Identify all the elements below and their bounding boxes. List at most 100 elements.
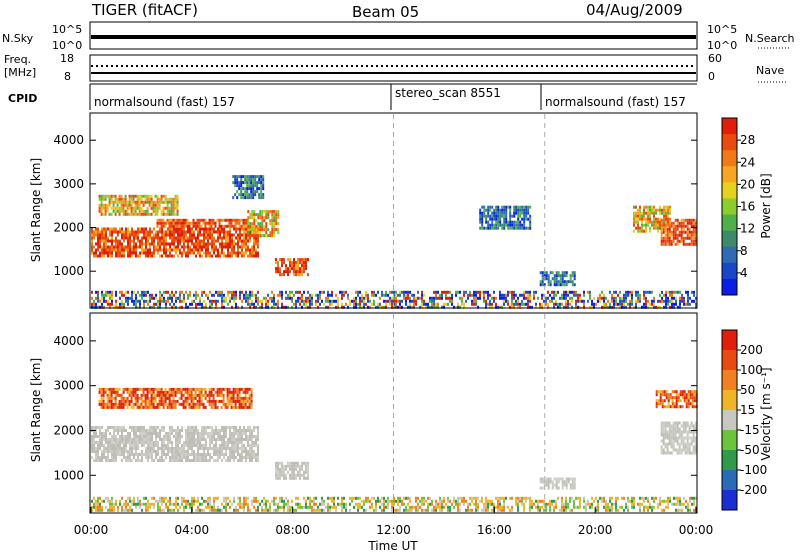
data-cell bbox=[97, 444, 99, 447]
data-cell bbox=[235, 447, 237, 450]
data-cell bbox=[163, 450, 165, 453]
data-cell bbox=[209, 228, 211, 231]
data-cell bbox=[157, 300, 159, 303]
data-cell bbox=[105, 450, 107, 453]
data-cell bbox=[258, 181, 260, 184]
data-cell bbox=[237, 432, 239, 435]
data-cell bbox=[681, 219, 683, 222]
data-cell bbox=[137, 426, 139, 429]
data-cell bbox=[647, 206, 649, 209]
data-cell bbox=[155, 441, 157, 444]
data-cell bbox=[327, 509, 329, 512]
data-cell bbox=[131, 195, 133, 198]
data-cell bbox=[635, 291, 637, 294]
data-cell bbox=[107, 450, 109, 453]
data-cell bbox=[675, 422, 677, 425]
data-cell bbox=[665, 215, 667, 218]
data-cell bbox=[221, 219, 223, 222]
data-cell bbox=[691, 422, 693, 425]
data-cell bbox=[157, 225, 159, 228]
data-cell bbox=[97, 255, 99, 258]
data-cell bbox=[195, 294, 197, 297]
data-cell bbox=[181, 444, 183, 447]
data-cell bbox=[233, 441, 235, 444]
data-cell bbox=[173, 400, 175, 403]
data-cell bbox=[301, 468, 303, 471]
data-cell bbox=[537, 297, 539, 300]
data-cell bbox=[123, 303, 125, 306]
data-cell bbox=[399, 509, 401, 512]
data-cell bbox=[151, 255, 153, 258]
data-cell bbox=[173, 240, 175, 243]
data-cell bbox=[139, 429, 141, 432]
data-cell bbox=[135, 444, 137, 447]
data-cell bbox=[185, 438, 187, 441]
data-cell bbox=[253, 249, 255, 252]
data-cell bbox=[265, 231, 267, 234]
data-cell bbox=[261, 216, 263, 219]
data-cell bbox=[271, 222, 273, 225]
data-cell bbox=[527, 291, 529, 294]
data-cell bbox=[105, 456, 107, 459]
data-cell bbox=[167, 210, 169, 213]
data-cell bbox=[171, 207, 173, 210]
data-cell bbox=[187, 252, 189, 255]
data-cell bbox=[117, 240, 119, 243]
data-cell bbox=[542, 487, 544, 490]
data-cell bbox=[225, 497, 227, 500]
data-cell bbox=[135, 231, 137, 234]
data-cell bbox=[203, 406, 205, 409]
data-cell bbox=[143, 210, 145, 213]
data-cell bbox=[645, 221, 647, 224]
data-cell bbox=[572, 487, 574, 490]
data-cell bbox=[161, 195, 163, 198]
data-cell bbox=[369, 300, 371, 303]
data-cell bbox=[513, 215, 515, 218]
data-cell bbox=[240, 184, 242, 187]
data-cell bbox=[319, 509, 321, 512]
data-cell bbox=[317, 294, 319, 297]
data-cell bbox=[239, 438, 241, 441]
data-cell bbox=[147, 500, 149, 503]
data-cell bbox=[223, 429, 225, 432]
data-cell bbox=[91, 234, 93, 237]
data-cell bbox=[269, 210, 271, 213]
data-cell bbox=[361, 506, 363, 509]
data-cell bbox=[675, 219, 677, 222]
nsky-trace bbox=[91, 35, 696, 39]
data-cell bbox=[161, 500, 163, 503]
data-cell bbox=[155, 210, 157, 213]
data-cell bbox=[215, 249, 217, 252]
data-cell bbox=[147, 231, 149, 234]
data-cell bbox=[91, 426, 93, 429]
data-cell bbox=[405, 294, 407, 297]
data-cell bbox=[183, 234, 185, 237]
data-cell bbox=[217, 394, 219, 397]
data-cell bbox=[181, 234, 183, 237]
data-cell bbox=[151, 252, 153, 255]
data-cell bbox=[245, 388, 247, 391]
data-cell bbox=[205, 252, 207, 255]
data-cell bbox=[260, 184, 262, 187]
data-cell bbox=[299, 503, 301, 506]
data-cell bbox=[687, 231, 689, 234]
data-cell bbox=[149, 213, 151, 216]
data-cell bbox=[195, 225, 197, 228]
data-cell bbox=[145, 213, 147, 216]
data-cell bbox=[667, 425, 669, 428]
data-cell bbox=[155, 456, 157, 459]
data-cell bbox=[425, 303, 427, 306]
data-cell bbox=[157, 222, 159, 225]
data-cell bbox=[203, 388, 205, 391]
data-cell bbox=[121, 207, 123, 210]
data-cell bbox=[183, 500, 185, 503]
data-cell bbox=[491, 297, 493, 300]
data-cell bbox=[244, 196, 246, 199]
data-cell bbox=[153, 246, 155, 249]
data-cell bbox=[197, 509, 199, 512]
data-cell bbox=[131, 429, 133, 432]
data-cell bbox=[245, 237, 247, 240]
data-cell bbox=[141, 438, 143, 441]
data-cell bbox=[691, 291, 693, 294]
data-cell bbox=[353, 497, 355, 500]
